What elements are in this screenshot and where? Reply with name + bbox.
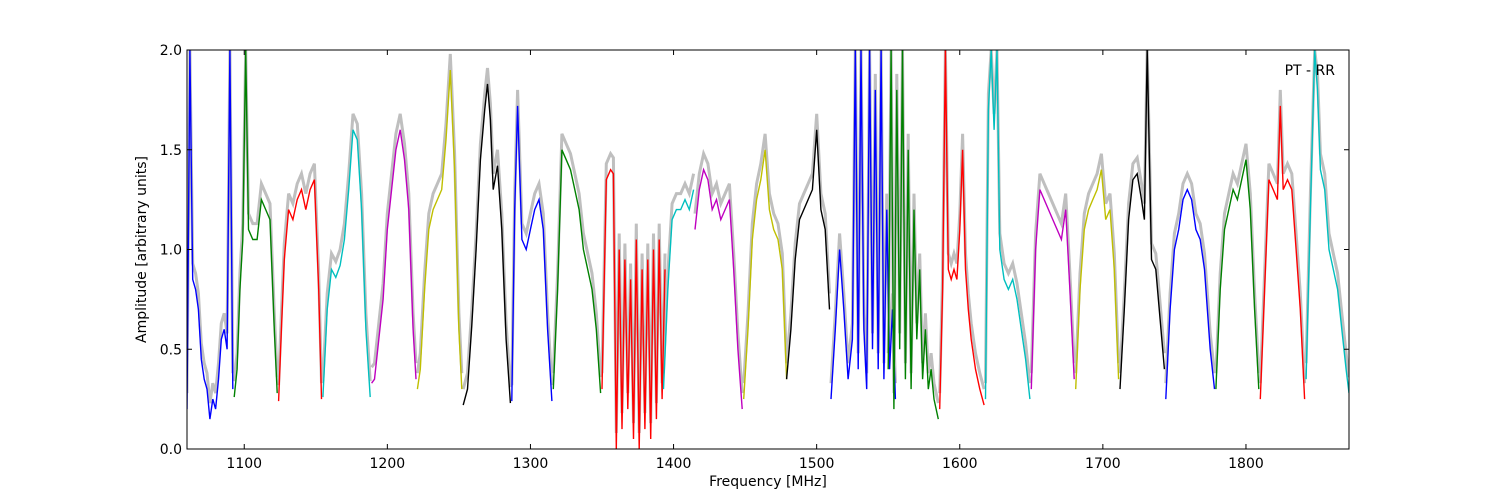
x-axis-label: Frequency [MHz] [709, 474, 827, 490]
subband-series-12 [694, 167, 743, 410]
subband-series-14 [785, 129, 831, 380]
subband-series-19 [1030, 189, 1075, 390]
subband-series-18 [984, 50, 1031, 400]
x-tick-label: 1500 [799, 456, 835, 472]
subband-series-5 [371, 129, 417, 384]
subband-series-1 [187, 50, 234, 420]
background-series-22 [1164, 169, 1216, 384]
axis-ticks-layer: 1100 1200 1300 1400 1500 1600 1700 1800 0.0 0.5 1.… [160, 43, 1349, 472]
background-series-1 [187, 50, 235, 404]
subband-series-16 [887, 50, 939, 420]
subband-series-9 [552, 149, 602, 394]
background-series-19 [1029, 173, 1076, 374]
x-tick-label: 1200 [370, 456, 406, 472]
y-axis-label: Amplitude [arbitrary units] [134, 156, 150, 343]
y-tick-label: 0.5 [160, 342, 182, 358]
y-tick-label: 1.5 [160, 143, 182, 159]
x-tick-label: 1300 [513, 456, 549, 472]
subband-series-6 [416, 69, 463, 390]
x-tick-label: 1100 [226, 456, 262, 472]
background-series-7 [461, 67, 512, 390]
subband-series-25 [1305, 50, 1349, 394]
subband-series-15 [830, 50, 897, 400]
subband-series-23 [1215, 159, 1260, 390]
subband-series-13 [743, 149, 788, 400]
background-series-2 [232, 50, 279, 382]
subband-series-layer [187, 50, 1349, 449]
y-tick-label: 0.0 [160, 442, 182, 458]
subband-series-22 [1165, 187, 1216, 400]
y-tick-label: 1.0 [160, 243, 182, 259]
subband-series-3 [277, 179, 323, 402]
subband-series-2 [233, 50, 278, 398]
x-tick-label: 1700 [1085, 456, 1121, 472]
plot-frame [186, 49, 1350, 450]
background-series-14 [785, 113, 831, 364]
background-series-13 [742, 133, 789, 384]
subband-series-10 [601, 168, 666, 449]
x-tick-label: 1400 [656, 456, 692, 472]
x-tick-label: 1600 [942, 456, 978, 472]
background-series-21 [1118, 50, 1166, 374]
subband-series-7 [462, 83, 512, 406]
subband-series-11 [662, 189, 695, 390]
subband-series-4 [322, 129, 371, 398]
background-series-12 [693, 148, 744, 394]
background-series-18 [984, 50, 1032, 384]
subband-series-21 [1119, 50, 1166, 390]
y-tick-label: 2.0 [160, 43, 182, 59]
subband-series-8 [511, 105, 553, 402]
subband-series-17 [939, 50, 985, 410]
x-tick-label: 1800 [1228, 456, 1264, 472]
background-series-20 [1074, 153, 1121, 374]
chart-annotation: PT - RR [1285, 63, 1336, 79]
subband-series-24 [1259, 105, 1306, 400]
subband-series-20 [1075, 169, 1120, 390]
background-series-11 [662, 173, 696, 374]
